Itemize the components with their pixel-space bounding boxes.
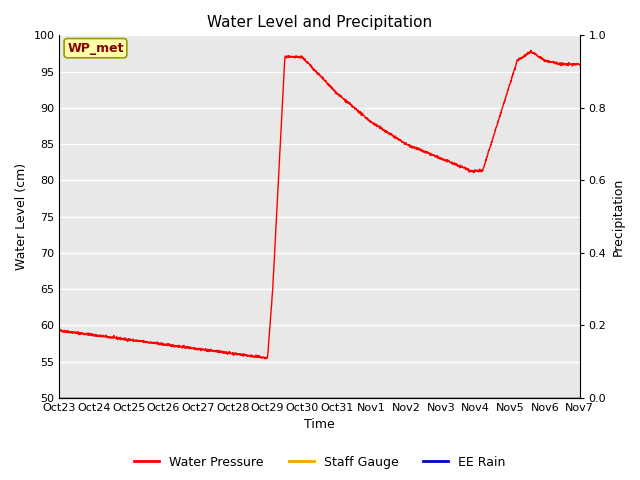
Title: Water Level and Precipitation: Water Level and Precipitation [207, 15, 432, 30]
Text: WP_met: WP_met [67, 42, 124, 55]
Y-axis label: Water Level (cm): Water Level (cm) [15, 163, 28, 270]
Legend: Water Pressure, Staff Gauge, EE Rain: Water Pressure, Staff Gauge, EE Rain [129, 451, 511, 474]
Water Pressure [82, 331, 90, 337]
Water Pressure [576, 62, 584, 68]
Water Pressure [56, 327, 63, 333]
Y-axis label: Precipitation: Precipitation [612, 178, 625, 256]
Water Pressure [527, 48, 535, 53]
Water Pressure [465, 168, 473, 174]
Water Pressure [295, 54, 303, 60]
Water Pressure [261, 356, 269, 361]
Water Pressure [561, 61, 569, 67]
Water Pressure [561, 61, 569, 67]
Line: Water Pressure: Water Pressure [60, 50, 580, 359]
X-axis label: Time: Time [304, 419, 335, 432]
Water Pressure [309, 65, 317, 71]
